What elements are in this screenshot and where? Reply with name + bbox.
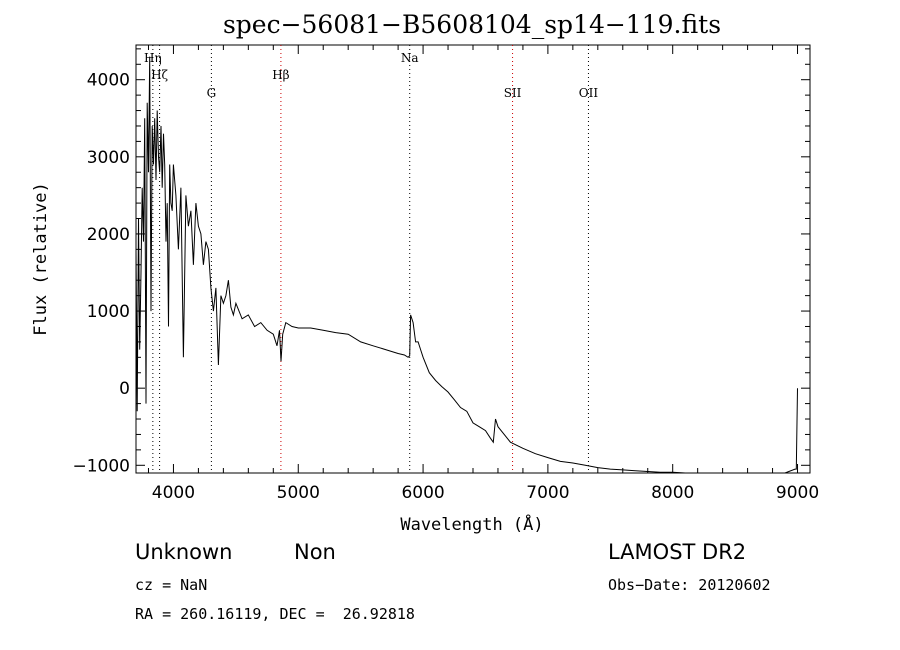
- axis-ticks: 4000 5000 6000 7000 8000 9000 −1000 0 1000 2000 30…: [72, 45, 819, 503]
- y-tick-label: −1000: [72, 456, 130, 476]
- spectral-line-label: SII: [504, 86, 522, 100]
- x-tick-label: 4000: [152, 483, 195, 503]
- object-subclass: Non: [294, 540, 336, 564]
- y-tick-label: 1000: [87, 302, 130, 322]
- object-class: Unknown: [135, 540, 233, 564]
- spectral-line-label: Hβ: [272, 68, 289, 82]
- spectrum-series-line: [135, 56, 798, 474]
- y-tick-label: 0: [119, 379, 130, 399]
- spectral-line-label: OII: [579, 86, 599, 100]
- survey-name: LAMOST DR2: [608, 540, 747, 564]
- x-tick-label: 6000: [401, 483, 444, 503]
- spectrum-chart: spec−56081−B5608104_sp14−119.fits HηHζGH…: [31, 10, 819, 535]
- redshift-cz: cz = NaN: [135, 576, 208, 594]
- y-tick-label: 3000: [87, 148, 130, 168]
- x-tick-label: 8000: [651, 483, 694, 503]
- x-tick-label: 5000: [277, 483, 320, 503]
- y-axis-label: Flux (relative): [31, 182, 51, 336]
- ra-dec: RA = 260.16119, DEC = 26.92818: [135, 605, 415, 623]
- obs-date: Obs−Date: 20120602: [608, 576, 771, 594]
- spectral-line-label: Na: [401, 51, 419, 65]
- x-tick-label: 7000: [526, 483, 569, 503]
- spectral-line-label: Hζ: [151, 68, 168, 82]
- y-tick-label: 4000: [87, 71, 130, 91]
- chart-title: spec−56081−B5608104_sp14−119.fits: [223, 10, 721, 39]
- x-tick-label: 9000: [776, 483, 819, 503]
- spectral-line-markers: Hη Hζ G Hβ Na SII OII: [144, 45, 598, 473]
- plot-frame: [135, 44, 811, 474]
- series-layer: [135, 56, 798, 474]
- y-tick-label: 2000: [87, 225, 130, 245]
- x-axis-label: Wavelength (Å): [400, 513, 543, 535]
- spectral-line-label: Hη: [144, 51, 162, 65]
- spectral-line-label: G: [207, 86, 217, 100]
